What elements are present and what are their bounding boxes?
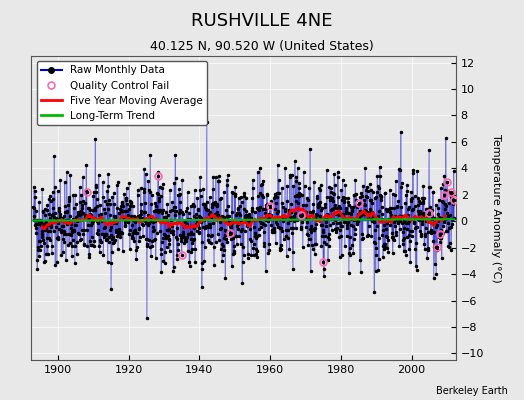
Text: Berkeley Earth: Berkeley Earth bbox=[436, 386, 508, 396]
Text: RUSHVILLE 4NE: RUSHVILLE 4NE bbox=[191, 12, 333, 30]
Y-axis label: Temperature Anomaly (°C): Temperature Anomaly (°C) bbox=[491, 134, 501, 282]
Text: 40.125 N, 90.520 W (United States): 40.125 N, 90.520 W (United States) bbox=[150, 40, 374, 53]
Legend: Raw Monthly Data, Quality Control Fail, Five Year Moving Average, Long-Term Tren: Raw Monthly Data, Quality Control Fail, … bbox=[37, 61, 207, 125]
